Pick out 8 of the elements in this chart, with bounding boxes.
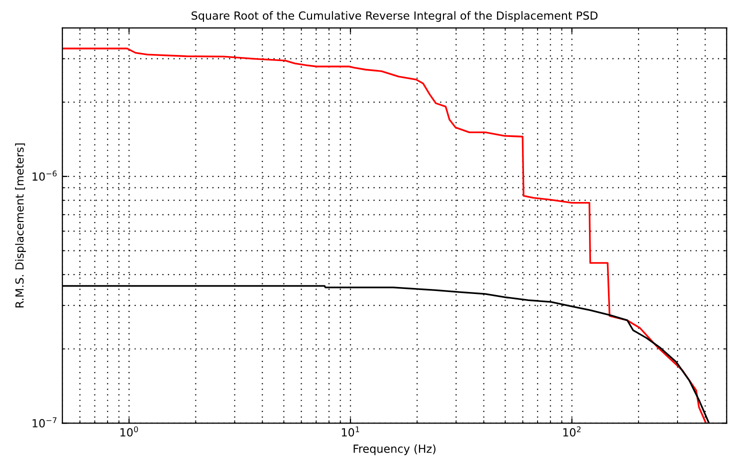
y-tick-label: 10$^{−7}$ [32,417,56,428]
y-tick-label: 10$^{−6}$ [32,170,57,181]
x-tick-label: 10$^{2}$ [563,426,581,437]
x-axis-title: Frequency (Hz) [354,444,436,456]
x-tick-label: 10$^{1}$ [342,426,360,437]
chart-title: Square Root of the Cumulative Reverse Integral of the Displacement PSD [192,11,598,22]
x-tick-label: 10$^{0}$ [120,426,138,437]
y-axis-title: R.M.S. Displacement [meters] [15,144,26,308]
